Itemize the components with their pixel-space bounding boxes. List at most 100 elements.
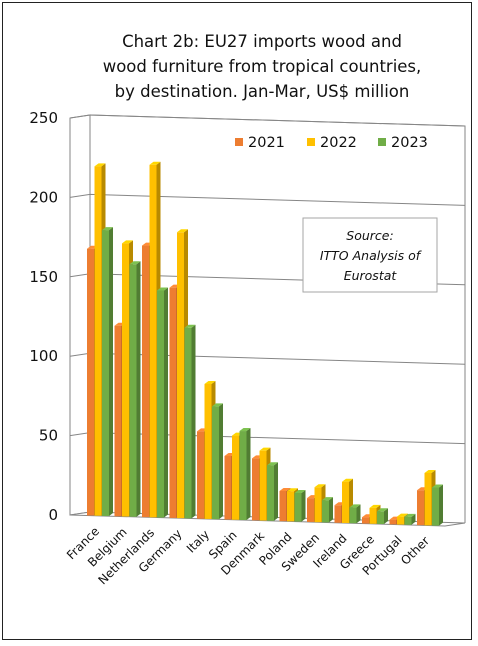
bar-side	[384, 508, 388, 525]
bar-top	[342, 478, 353, 482]
bar-front	[142, 245, 149, 518]
bar-front	[169, 287, 177, 518]
bar-side	[191, 324, 196, 519]
bar-front	[157, 290, 164, 518]
legend-label: 2021	[248, 135, 285, 151]
chart-title-line-2: wood furniture from tropical countries,	[103, 57, 422, 76]
bar-front	[397, 516, 404, 525]
bar-front	[129, 264, 137, 517]
bar-top	[314, 484, 326, 488]
legend-swatch	[307, 138, 315, 146]
bar	[212, 403, 223, 520]
bar-front	[94, 166, 102, 516]
bar-side	[136, 261, 141, 517]
bar	[349, 504, 361, 524]
source-box: Source: ITTO Analysis of Eurostat	[302, 217, 438, 293]
bar-top	[404, 513, 416, 517]
bar-top	[129, 261, 141, 265]
bar-front	[149, 164, 157, 518]
y-tick-label: 200	[29, 188, 58, 206]
bar	[432, 484, 443, 526]
bar-front	[177, 232, 184, 519]
bar-front	[224, 456, 232, 520]
bar	[239, 428, 251, 520]
bar-front	[369, 507, 377, 524]
y-tick-label: 50	[39, 427, 58, 445]
bar-top	[259, 447, 271, 451]
bar-front	[287, 491, 294, 522]
bar-top	[204, 380, 216, 384]
chart-title-line-3: by destination. Jan-Mar, US$ million	[115, 82, 410, 101]
bar-side	[219, 403, 223, 520]
bar-front	[342, 481, 349, 523]
bar-front	[314, 487, 322, 523]
bar-top	[287, 488, 298, 492]
gridline	[69, 193, 466, 206]
source-line-3: Eurostat	[344, 268, 398, 283]
y-tick-label: 150	[29, 268, 58, 286]
bar-top	[212, 403, 223, 407]
bar-front	[239, 431, 247, 520]
bar-front	[334, 505, 342, 523]
bar-front	[259, 450, 267, 521]
bars	[87, 161, 443, 526]
y-tick-label: 100	[29, 347, 58, 365]
bar-top	[294, 490, 306, 494]
bar-front	[87, 248, 94, 516]
x-tick-label: Other	[398, 534, 432, 568]
legend-label: 2022	[320, 135, 357, 151]
bar-top	[267, 462, 278, 466]
bar-side	[411, 513, 416, 525]
bar-side	[164, 287, 168, 518]
bar	[102, 227, 113, 516]
chart-title: Chart 2b: EU27 imports wood and wood fur…	[103, 32, 422, 101]
bar-top	[239, 428, 251, 432]
legend-label: 2023	[391, 135, 428, 151]
bar	[129, 261, 141, 517]
bar-top	[349, 504, 361, 508]
bar-front	[307, 498, 314, 522]
bar	[294, 490, 306, 522]
bar	[184, 324, 196, 519]
bar-front	[432, 487, 439, 526]
bar-front	[377, 511, 384, 525]
legend-swatch	[235, 138, 243, 146]
bar-front	[349, 507, 357, 524]
bar-front	[252, 458, 259, 521]
source-line-1: Source:	[346, 228, 393, 243]
bar-front	[204, 383, 212, 519]
bar-top	[149, 161, 161, 165]
bar-side	[109, 227, 113, 516]
bar-side	[439, 484, 443, 526]
bar-top	[377, 508, 388, 512]
bar-top	[369, 504, 381, 508]
bar	[322, 497, 333, 523]
bar-front	[184, 327, 192, 519]
bar-top	[102, 227, 113, 231]
bar-top	[122, 240, 133, 244]
bar-front	[424, 472, 432, 526]
bar-top	[397, 513, 408, 517]
bar-front	[362, 517, 369, 524]
bar-front	[417, 490, 424, 526]
bar-top	[279, 487, 291, 491]
y-tick-label: 0	[48, 506, 58, 524]
bar-front	[102, 230, 109, 516]
bar-front	[232, 435, 239, 520]
bar	[267, 462, 278, 521]
bar-side	[329, 497, 333, 523]
source-box-border	[302, 217, 438, 293]
gridline	[69, 114, 466, 127]
bar	[157, 287, 168, 518]
bar-front	[279, 490, 287, 522]
bar-side	[246, 428, 251, 520]
chart-title-line-1: Chart 2b: EU27 imports wood and	[122, 32, 402, 51]
bar-front	[267, 465, 274, 521]
bar-top	[184, 324, 196, 328]
source-line-2: ITTO Analysis of	[320, 248, 422, 263]
bar-top	[432, 484, 443, 488]
bar-front	[114, 325, 122, 517]
bar-front	[294, 493, 302, 522]
